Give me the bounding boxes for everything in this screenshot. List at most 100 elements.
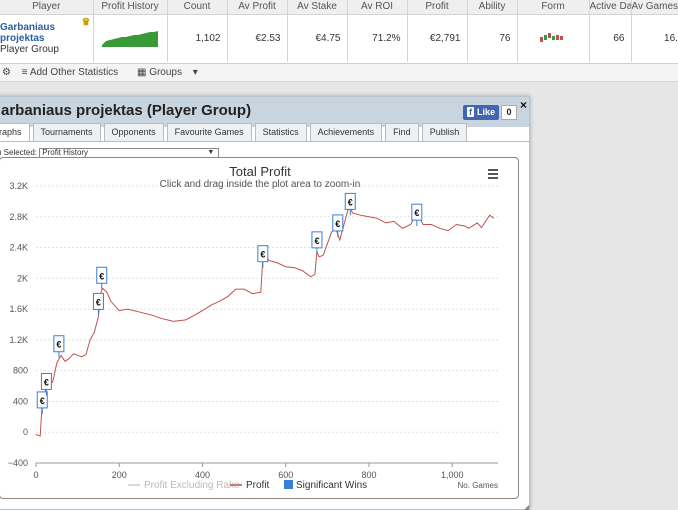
profit-history-sparkline	[93, 14, 168, 62]
stats-header-row: Player Profit History Count Av Profit Av Sta…	[0, 0, 678, 15]
column-header[interactable]: Av ROI	[347, 0, 408, 15]
win-marker[interactable]	[344, 192, 356, 210]
like-label: Like	[476, 107, 495, 117]
x-tick-label: 1,000	[441, 470, 464, 480]
settings-icon[interactable]: ⚙	[2, 67, 11, 78]
y-tick-label: 800	[13, 366, 28, 376]
win-marker[interactable]	[311, 231, 323, 249]
dialog-tabs: raphs Tournaments Opponents Favourite Games…	[0, 123, 470, 141]
stats-table: Player Profit History Count Av Profit Av Sta…	[0, 0, 678, 64]
euro-icon: €	[44, 377, 49, 387]
y-tick-label: −400	[8, 458, 28, 468]
player-name-line1[interactable]: Garbaniaus	[0, 21, 56, 33]
win-marker[interactable]	[411, 203, 423, 221]
win-marker[interactable]	[96, 266, 108, 284]
x-axis-label: No. Games	[458, 481, 498, 490]
tab-tournaments[interactable]: Tournaments	[32, 123, 101, 141]
win-marker[interactable]	[257, 245, 269, 263]
x-tick-label: 400	[195, 470, 210, 480]
facebook-icon: f	[466, 107, 474, 117]
av-profit-value: €2.53	[227, 14, 288, 62]
graph-selected-label: h Selected:	[0, 148, 38, 158]
chart-subtitle: Click and drag inside the plot area to z…	[160, 179, 361, 190]
euro-icon: €	[335, 219, 340, 229]
menu-icon[interactable]	[488, 169, 498, 179]
count-value: 1,102	[167, 14, 228, 62]
player-group-dialog: arbaniaus projektas (Player Group) × f Li…	[0, 96, 530, 510]
tab-divider	[0, 141, 529, 142]
table-row[interactable]: Garbaniaus projektas Player Group ♛ 1,10…	[0, 14, 678, 62]
column-header[interactable]: Profit	[407, 0, 468, 15]
active-days-value: 66	[589, 14, 632, 62]
ability-value: 76	[467, 14, 518, 62]
chart-title: Total Profit	[229, 164, 291, 179]
tab-favourite-games[interactable]: Favourite Games	[166, 123, 252, 141]
column-header[interactable]: Active Da	[589, 0, 632, 15]
win-marker[interactable]	[36, 391, 48, 409]
euro-icon: €	[348, 197, 353, 207]
y-tick-label: 1.6K	[9, 304, 28, 314]
euro-icon: €	[40, 396, 45, 406]
resize-handle-icon[interactable]: ◢	[523, 503, 530, 510]
form-indicator	[517, 14, 590, 62]
av-games-day-value: 16.7	[631, 14, 678, 62]
column-header[interactable]: Profit History	[93, 0, 168, 15]
euro-icon: €	[414, 208, 419, 218]
graph-select-value[interactable]: Profit History	[42, 148, 89, 157]
tab-statistics[interactable]: Statistics	[254, 123, 307, 141]
chart-container[interactable]: −400 0 400 800 1.2K 1.6K 2K 2.4K 2.8K 3.2K 0 200 400…	[0, 157, 519, 499]
player-name-line2[interactable]: projektas	[0, 32, 45, 44]
euro-icon: €	[260, 250, 265, 260]
dialog-title: arbaniaus projektas (Player Group)	[1, 102, 252, 119]
win-marker[interactable]	[40, 372, 52, 390]
x-tick-label: 200	[112, 470, 127, 480]
add-statistics-link[interactable]: ≡ Add Other Statistics	[21, 67, 119, 78]
y-tick-label: 2.8K	[9, 212, 28, 222]
legend-item[interactable]: Profit	[246, 480, 270, 491]
legend-swatch-significant-wins	[284, 480, 293, 489]
player-cell[interactable]: Garbaniaus projektas Player Group ♛	[0, 14, 94, 62]
euro-icon: €	[314, 236, 319, 246]
column-header[interactable]: Form	[517, 0, 590, 15]
groups-label[interactable]: Groups	[149, 67, 182, 78]
sparkline-chart	[102, 30, 158, 47]
y-tick-label: 400	[13, 396, 28, 406]
tab-raphs[interactable]: raphs	[0, 123, 30, 141]
column-header[interactable]: Av Profit	[227, 0, 288, 15]
euro-icon: €	[99, 271, 104, 281]
profit-chart[interactable]: −400 0 400 800 1.2K 1.6K 2K 2.4K 2.8K 3.2K 0 200 400…	[0, 158, 520, 500]
legend-item[interactable]: Profit Excluding Rake	[144, 480, 240, 491]
y-tick-label: 2K	[17, 273, 28, 283]
column-header[interactable]: Av Stake	[287, 0, 348, 15]
y-tick-label: 1.2K	[9, 335, 28, 345]
facebook-like-button[interactable]: f Like	[462, 105, 499, 120]
legend-item[interactable]: Significant Wins	[296, 480, 367, 491]
win-marker[interactable]	[53, 335, 65, 353]
chevron-down-icon[interactable]: ▼	[207, 149, 215, 156]
tab-opponents[interactable]: Opponents	[103, 123, 164, 141]
euro-icon: €	[56, 340, 61, 350]
tab-publish[interactable]: Publish	[421, 123, 468, 141]
win-marker[interactable]	[92, 292, 104, 310]
y-tick-label: 3.2K	[9, 181, 28, 191]
trophy-icon: ♛	[81, 16, 91, 28]
groups-dropdown[interactable]: ▦ Groups ▾	[136, 67, 198, 78]
tab-achievements[interactable]: Achievements	[309, 123, 383, 141]
profit-value: €2,791	[407, 14, 468, 62]
add-statistics-label[interactable]: Add Other Statistics	[29, 67, 119, 78]
x-tick-label: 0	[33, 470, 38, 480]
like-count: 0	[501, 105, 517, 120]
column-header[interactable]: Av Games / Day (	[631, 0, 678, 15]
tab-find[interactable]: Find	[385, 123, 419, 141]
close-icon[interactable]: ×	[519, 98, 527, 112]
x-tick-label: 600	[278, 470, 293, 480]
form-bars	[540, 32, 563, 42]
column-header[interactable]: Ability	[467, 0, 518, 15]
column-header[interactable]: Player	[0, 0, 94, 15]
player-group-label: Player Group	[0, 43, 59, 55]
win-marker[interactable]	[332, 214, 344, 232]
av-roi-value: 71.2%	[347, 14, 408, 62]
column-header[interactable]: Count	[167, 0, 228, 15]
stats-toolbar: ⚙ ≡ Add Other Statistics ▦ Groups ▾	[0, 64, 678, 82]
y-tick-label: 2.4K	[9, 243, 28, 253]
